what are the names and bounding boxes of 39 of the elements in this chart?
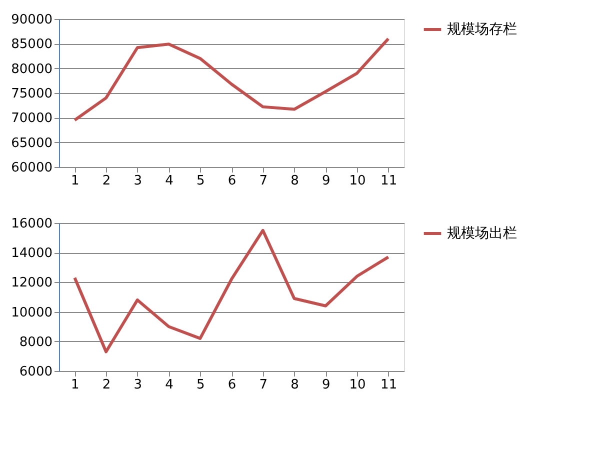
x-tick-label: 9 [322,174,330,188]
legend-label: 规模场存栏 [447,22,517,38]
legend-label: 规模场出栏 [447,226,517,242]
x-tick-label: 8 [290,174,299,188]
y-tick-label: 65000 [11,136,52,151]
y-tick-label: 14000 [11,246,52,262]
y-tick-label: 8000 [19,334,52,350]
x-tick-label: 10 [349,174,366,188]
line-series [73,228,390,354]
y-tick-label: 6000 [19,364,52,380]
x-tick-label: 11 [380,378,398,392]
x-tick-label: 7 [259,174,268,188]
x-tick-label: 2 [102,378,111,392]
x-tick-label: 1 [71,174,80,188]
x-tick-label: 3 [134,378,142,392]
y-tick-label: 90000 [11,12,52,28]
y-tick-label: 85000 [11,37,52,52]
x-tick-label: 4 [165,378,174,392]
x-tick-label: 7 [259,378,268,392]
y-tick-label: 12000 [11,276,52,291]
x-tick-label: 3 [134,174,142,188]
x-tick-label: 4 [165,174,174,188]
x-tick-label: 5 [196,174,205,188]
x-tick-label: 10 [349,378,366,392]
line-series [73,37,390,122]
y-tick-label: 80000 [11,62,52,77]
x-tick-label: 8 [290,378,299,392]
y-tick-label: 16000 [11,216,52,232]
x-tick-label: 6 [228,378,236,392]
x-tick-label: 2 [102,174,111,188]
x-tick-label: 9 [322,378,330,392]
x-tick-label: 11 [380,174,398,188]
x-tick-label: 6 [228,174,236,188]
y-tick-label: 10000 [11,305,52,320]
y-tick-label: 70000 [11,111,52,126]
y-tick-label: 60000 [11,160,52,176]
y-tick-label: 75000 [11,86,52,102]
x-tick-label: 5 [196,378,205,392]
x-tick-label: 1 [71,378,80,392]
